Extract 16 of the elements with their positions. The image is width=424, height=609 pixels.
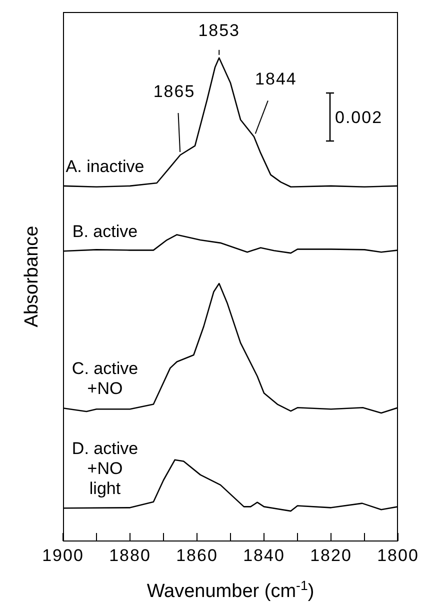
annotation: 1865	[153, 82, 196, 101]
series-label: A. inactive	[66, 156, 144, 176]
x-tick-label: 1880	[109, 546, 151, 566]
annotation: 1844	[255, 70, 297, 89]
annotation: 1853	[198, 20, 240, 40]
x-tick-label: 1820	[310, 546, 352, 566]
series-label: C. active +NO	[72, 359, 138, 398]
x-tick-label: 1800	[377, 546, 419, 566]
annotation: 0.002	[335, 108, 383, 127]
series-label: B. active	[72, 222, 138, 242]
series-label: D. active +NO light	[72, 439, 138, 498]
y-axis-title: Absorbance	[22, 226, 43, 328]
x-tick-label: 1860	[176, 546, 218, 566]
x-tick-label: 1840	[243, 546, 285, 566]
x-axis-title: Wavenumber (cm$^{-1}$)	[146, 578, 314, 602]
x-tick-label: 1900	[42, 546, 84, 566]
